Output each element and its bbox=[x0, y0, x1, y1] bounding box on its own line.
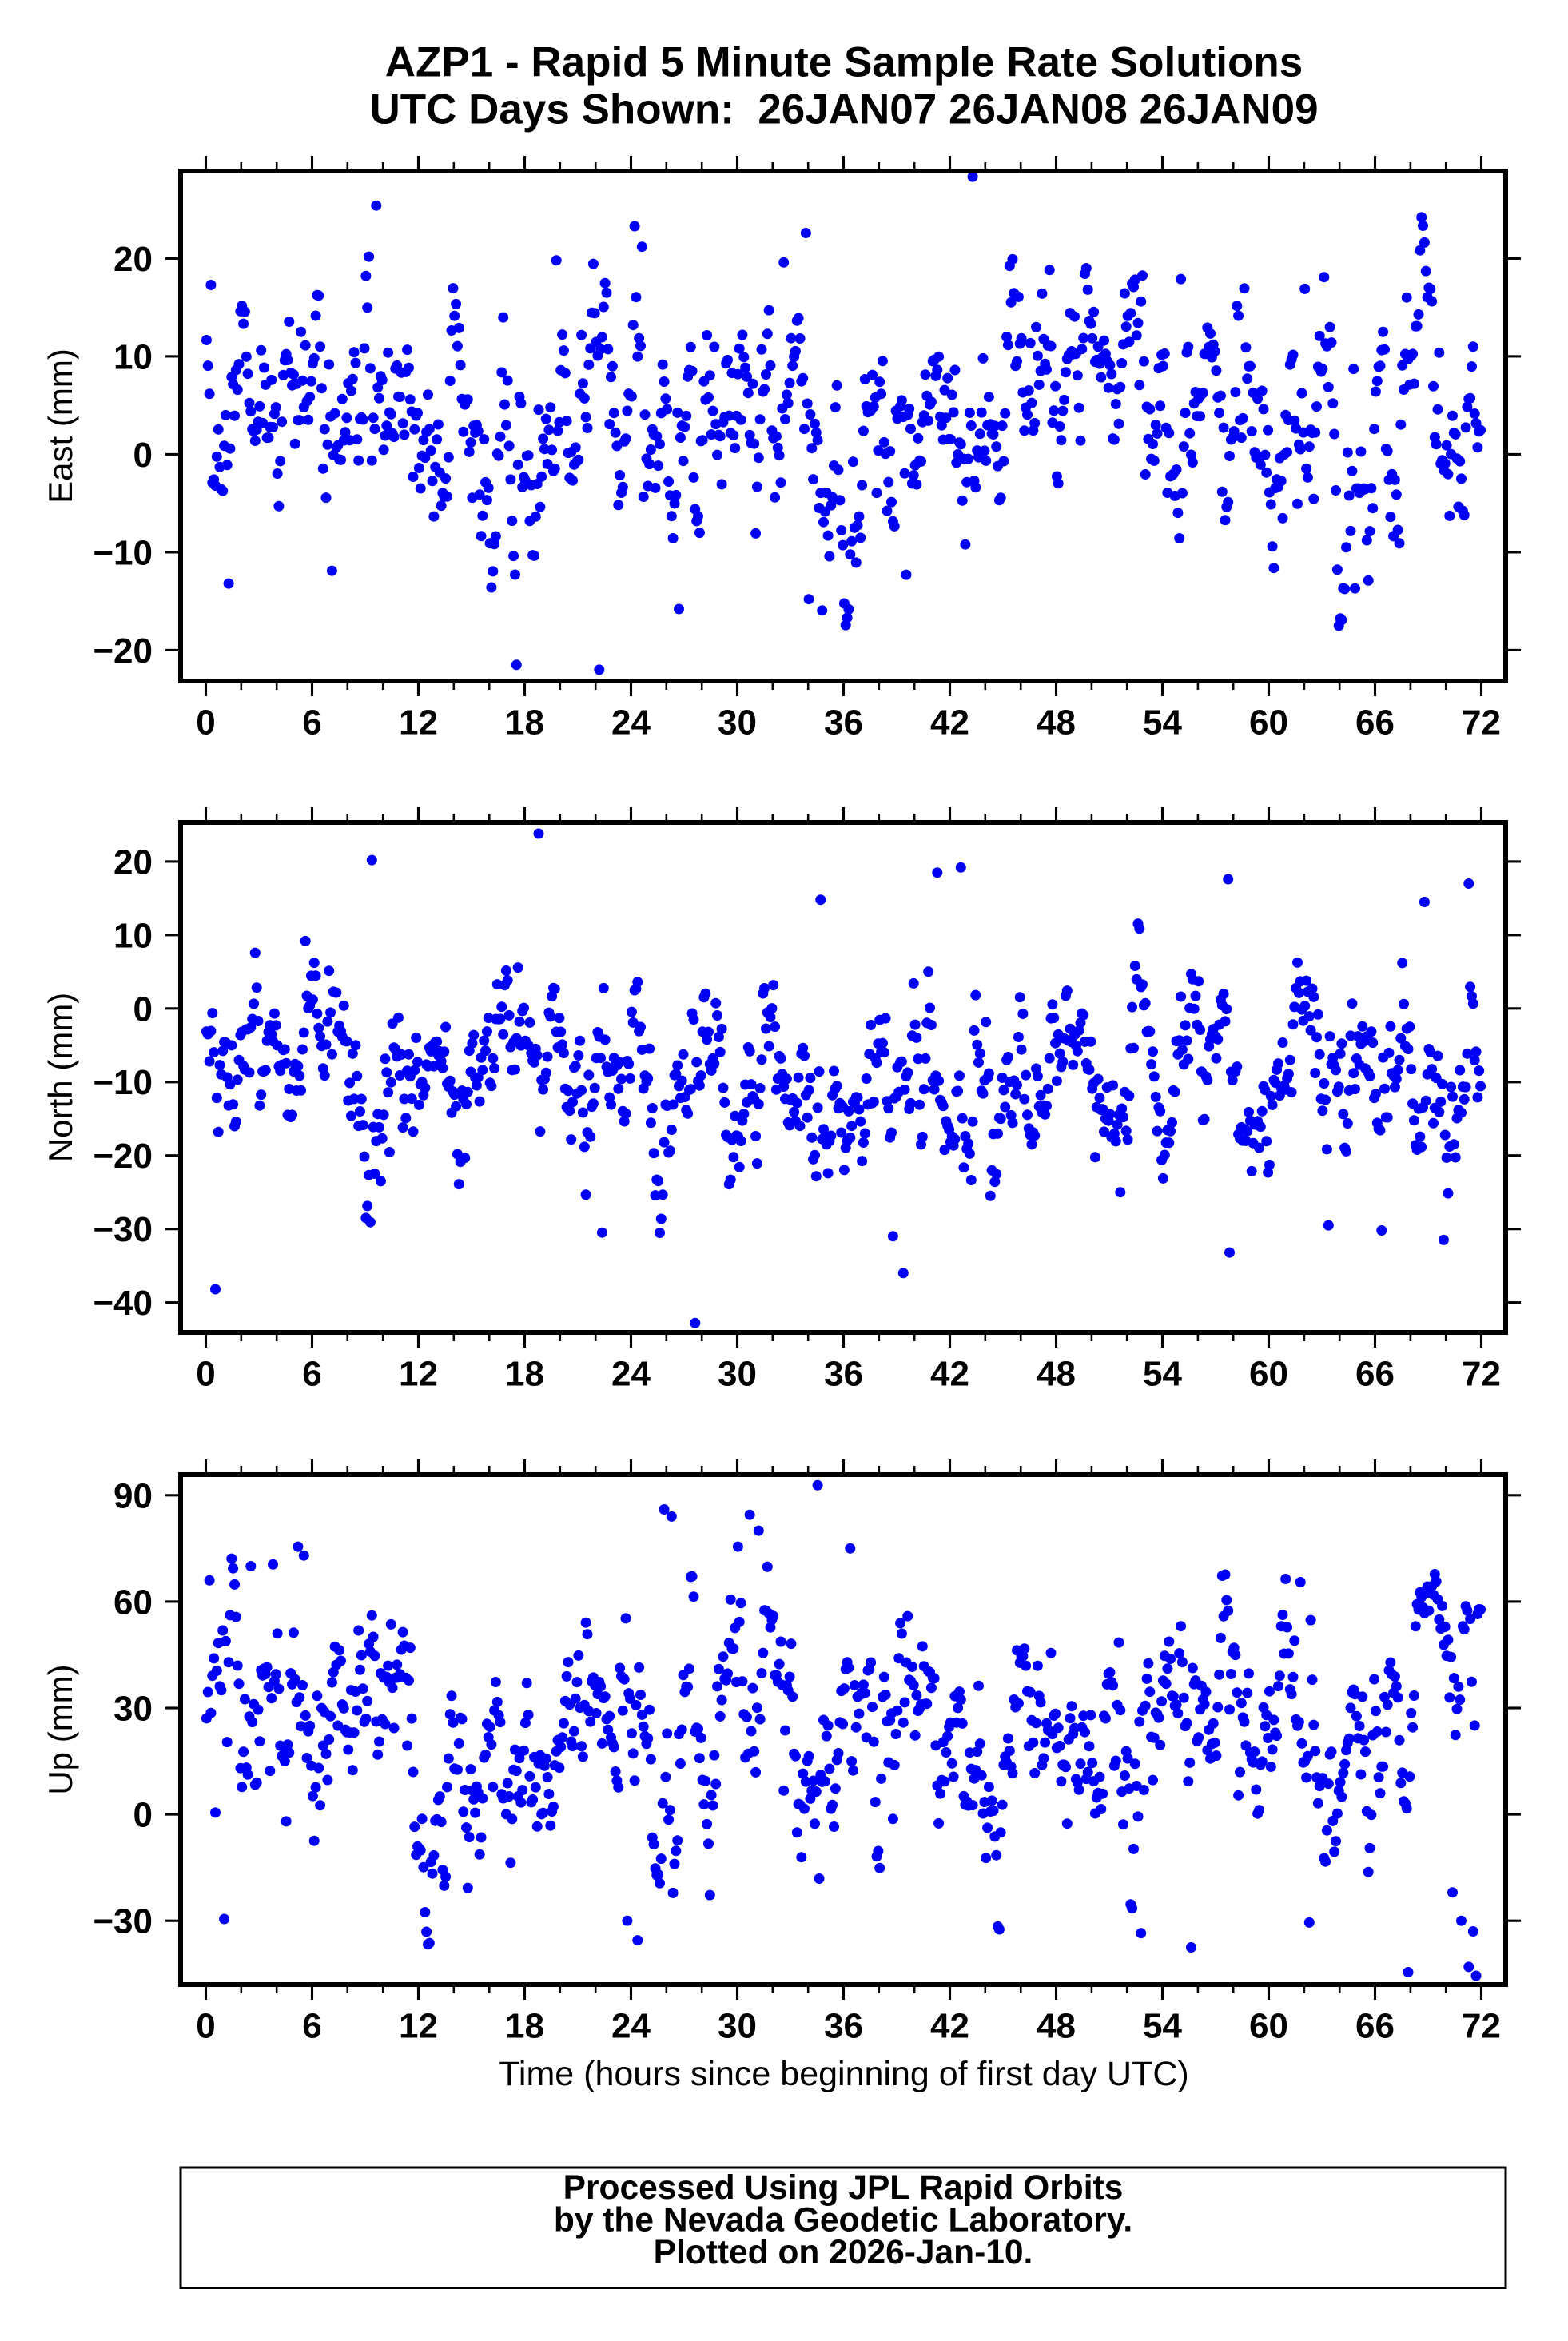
svg-text:Time (hours since beginning of: Time (hours since beginning of first day… bbox=[499, 2055, 1189, 2093]
svg-text:Processed Using JPL Rapid Orbi: Processed Using JPL Rapid Orbits bbox=[563, 2169, 1124, 2207]
svg-text:6: 6 bbox=[302, 1355, 321, 1394]
svg-text:0: 0 bbox=[196, 1355, 215, 1394]
svg-text:36: 36 bbox=[824, 1355, 863, 1394]
svg-text:20: 20 bbox=[113, 240, 153, 279]
svg-text:42: 42 bbox=[930, 1355, 969, 1394]
svg-text:12: 12 bbox=[399, 703, 438, 743]
svg-text:10: 10 bbox=[113, 337, 153, 376]
svg-text:30: 30 bbox=[718, 703, 757, 743]
svg-text:0: 0 bbox=[133, 436, 153, 475]
svg-text:54: 54 bbox=[1143, 703, 1182, 743]
svg-text:66: 66 bbox=[1355, 703, 1395, 743]
svg-text:54: 54 bbox=[1143, 2007, 1182, 2046]
svg-text:Plotted on 2026-Jan-10.: Plotted on 2026-Jan-10. bbox=[654, 2234, 1033, 2271]
svg-text:30: 30 bbox=[718, 1355, 757, 1394]
svg-text:−20: −20 bbox=[93, 631, 153, 671]
svg-text:20: 20 bbox=[113, 842, 153, 882]
svg-text:−30: −30 bbox=[93, 1210, 153, 1249]
svg-text:AZP1 - Rapid 5 Minute Sample R: AZP1 - Rapid 5 Minute Sample Rate Soluti… bbox=[385, 39, 1303, 86]
svg-text:48: 48 bbox=[1037, 703, 1076, 743]
svg-text:24: 24 bbox=[611, 703, 651, 743]
svg-text:60: 60 bbox=[1249, 1355, 1288, 1394]
svg-text:12: 12 bbox=[399, 2007, 438, 2046]
svg-text:30: 30 bbox=[113, 1690, 153, 1729]
svg-text:66: 66 bbox=[1355, 2007, 1395, 2046]
svg-text:−20: −20 bbox=[93, 1137, 153, 1176]
svg-text:72: 72 bbox=[1462, 1355, 1501, 1394]
svg-text:by the Nevada Geodetic Laborat: by the Nevada Geodetic Laboratory. bbox=[554, 2202, 1132, 2239]
svg-text:18: 18 bbox=[505, 703, 544, 743]
svg-text:18: 18 bbox=[505, 2007, 544, 2046]
svg-text:30: 30 bbox=[718, 2007, 757, 2046]
svg-text:42: 42 bbox=[930, 2007, 969, 2046]
svg-text:−10: −10 bbox=[93, 533, 153, 572]
svg-text:42: 42 bbox=[930, 703, 969, 743]
svg-text:48: 48 bbox=[1037, 2007, 1076, 2046]
svg-text:−30: −30 bbox=[93, 1902, 153, 1941]
svg-text:0: 0 bbox=[196, 2007, 215, 2046]
svg-text:North (mm): North (mm) bbox=[42, 993, 79, 1162]
svg-text:24: 24 bbox=[611, 1355, 651, 1394]
svg-text:6: 6 bbox=[302, 703, 321, 743]
svg-text:18: 18 bbox=[505, 1355, 544, 1394]
svg-text:−40: −40 bbox=[93, 1284, 153, 1323]
svg-text:36: 36 bbox=[824, 703, 863, 743]
svg-text:72: 72 bbox=[1462, 703, 1501, 743]
svg-text:UTC Days Shown: 26JAN07 26JAN: UTC Days Shown: 26JAN07 26JAN08 26JAN09 bbox=[369, 86, 1318, 133]
svg-text:−10: −10 bbox=[93, 1063, 153, 1102]
svg-text:60: 60 bbox=[1249, 2007, 1288, 2046]
svg-text:East (mm): East (mm) bbox=[42, 348, 79, 504]
svg-text:12: 12 bbox=[399, 1355, 438, 1394]
svg-text:54: 54 bbox=[1143, 1355, 1182, 1394]
svg-text:10: 10 bbox=[113, 916, 153, 955]
svg-text:0: 0 bbox=[133, 989, 153, 1029]
svg-text:0: 0 bbox=[133, 1796, 153, 1835]
svg-text:0: 0 bbox=[196, 703, 215, 743]
svg-text:72: 72 bbox=[1462, 2007, 1501, 2046]
svg-text:60: 60 bbox=[113, 1583, 153, 1622]
svg-text:48: 48 bbox=[1037, 1355, 1076, 1394]
svg-text:66: 66 bbox=[1355, 1355, 1395, 1394]
svg-text:36: 36 bbox=[824, 2007, 863, 2046]
svg-text:60: 60 bbox=[1249, 703, 1288, 743]
svg-text:90: 90 bbox=[113, 1476, 153, 1515]
svg-text:6: 6 bbox=[302, 2007, 321, 2046]
svg-text:Up (mm): Up (mm) bbox=[42, 1664, 79, 1794]
svg-text:24: 24 bbox=[611, 2007, 651, 2046]
